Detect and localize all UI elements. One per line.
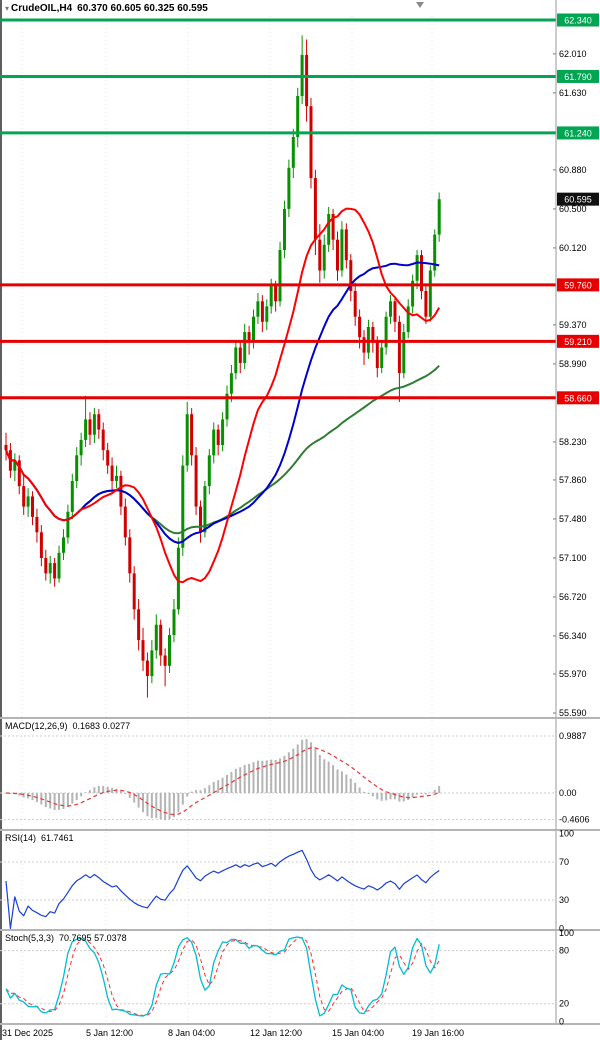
price-axis-label: 58.230: [559, 437, 587, 447]
moving-averages: [5, 207, 441, 584]
level-badge-label: 59.210: [564, 337, 592, 347]
macd-signal-line: [5, 747, 440, 816]
price-axis-label: 60.880: [559, 165, 587, 175]
stoch-main-line: [5, 936, 440, 1017]
time-axis-label: 12 Jan 12:00: [250, 1028, 302, 1038]
macd-name: MACD(12,26,9): [5, 721, 68, 731]
price-axis-label: 61.630: [559, 88, 587, 98]
macd-header: MACD(12,26,9) 0.1683 0.0277: [5, 721, 135, 731]
time-axis-label: 15 Jan 04:00: [332, 1028, 384, 1038]
candles: [4, 35, 441, 698]
rsi-scale-label: 100: [559, 829, 574, 839]
time-axis[interactable]: 31 Dec 2025 5 Jan 12:00 8 Jan 04:00 12 Jan …: [2, 1028, 464, 1038]
time-axis-label: 5 Jan 12:00: [86, 1028, 133, 1038]
stoch-scale-label: 0: [559, 1016, 564, 1026]
current-price-label: 60.595: [564, 195, 592, 205]
level-badge-59.210[interactable]: [557, 334, 599, 348]
price-axis-label: 56.720: [559, 592, 587, 602]
rsi-scale-label: 30: [559, 895, 569, 905]
level-badge-label: 61.240: [564, 128, 592, 138]
chart-marker-icon: ▾: [5, 4, 10, 13]
chart-title: ▾ CrudeOIL,H4 60.370 60.605 60.325 60.595: [5, 3, 213, 14]
rsi-scale-label: 70: [559, 857, 569, 867]
level-badge-label: 61.790: [564, 72, 592, 82]
macd-scale-label: 0.9887: [559, 731, 587, 741]
rsi-scale-label: 0: [559, 924, 564, 934]
price-axis[interactable]: 62.010 61.630 60.880 60.500 60.120 59.370 58.9…: [553, 49, 587, 718]
stoch-name: Stoch(5,3,3): [5, 933, 55, 943]
rsi-line: [5, 849, 440, 930]
price-axis-label: 55.590: [559, 708, 587, 718]
stoch-scale-label: 80: [559, 946, 569, 956]
time-axis-label: 31 Dec 2025: [2, 1028, 53, 1038]
level-badge-61.240[interactable]: [557, 126, 599, 140]
macd-current-values: 0.1683 0.0277: [72, 721, 131, 731]
current-price-marker: 60.595: [557, 192, 599, 206]
rsi-current-value: 61.7461: [41, 833, 74, 843]
stoch-header: Stoch(5,3,3) 70.7695 57.0378: [5, 933, 132, 943]
level-badge-label: 62.340: [564, 16, 592, 26]
level-badge-62.340[interactable]: [557, 13, 599, 27]
level-badge-label: 59.760: [564, 280, 592, 290]
price-axis-label: 58.990: [559, 359, 587, 369]
stoch-scale-label: 20: [559, 999, 569, 1009]
level-badge-59.760[interactable]: [557, 278, 599, 292]
price-axis-label: 55.970: [559, 669, 587, 679]
stoch-panel[interactable]: 100 80 20 0: [0, 928, 574, 1026]
price-levels[interactable]: 62.340 61.790 61.240 59.760 59.210 58.660: [0, 13, 599, 405]
macd-scale-label: 0.00: [559, 788, 577, 798]
ohlc-values: 60.370 60.605 60.325 60.595: [77, 3, 208, 14]
ma-fast-red: [5, 207, 441, 584]
stoch-signal-line: [5, 937, 440, 1016]
rsi-name: RSI(14): [5, 833, 37, 843]
symbol-label: CrudeOIL,H4: [11, 3, 73, 14]
price-axis-label: 57.480: [559, 514, 587, 524]
level-badge-label: 58.660: [564, 393, 592, 403]
stoch-scale-label: 100: [559, 928, 574, 938]
level-badge-61.790[interactable]: [557, 69, 599, 83]
chart-shift-marker[interactable]: [416, 2, 424, 8]
price-axis-label: 57.100: [559, 553, 587, 563]
price-axis-label: 56.340: [559, 631, 587, 641]
price-axis-label: 59.370: [559, 320, 587, 330]
price-axis-label: 60.500: [559, 204, 587, 214]
price-axis-label: 60.120: [559, 243, 587, 253]
rsi-header: RSI(14) 61.7461: [5, 833, 79, 843]
price-axis-label: 62.010: [559, 49, 587, 59]
current-price-badge: [557, 192, 599, 206]
level-badge-58.660[interactable]: [557, 391, 599, 405]
price-axis-label: 57.860: [559, 475, 587, 485]
macd-panel[interactable]: 0.9887 0.00 -0.4606: [0, 731, 590, 825]
time-axis-label: 19 Jan 16:00: [412, 1028, 464, 1038]
macd-scale-label: -0.4606: [559, 815, 590, 825]
stoch-current-values: 70.7695 57.0378: [59, 933, 127, 943]
time-axis-label: 8 Jan 04:00: [168, 1028, 215, 1038]
rsi-panel[interactable]: 100 70 30 0: [0, 829, 574, 934]
